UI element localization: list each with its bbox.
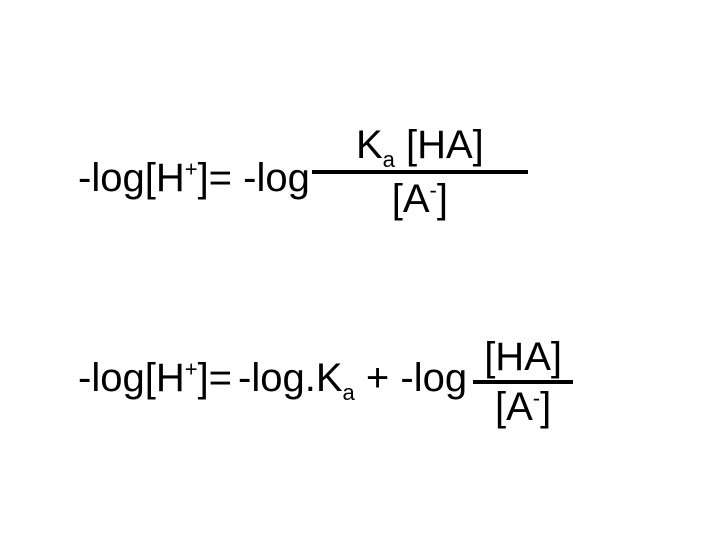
eq2-lhs-post: ]= bbox=[198, 356, 232, 400]
equation-2: -log[H+]= -log.Ka + -log [HA] [A-] bbox=[78, 330, 573, 426]
eq1-den-post: ] bbox=[437, 177, 448, 221]
eq1-denominator: [A-] bbox=[388, 174, 452, 224]
eq2-fraction: [HA] [A-] bbox=[473, 334, 573, 430]
eq2-den-pre: [A bbox=[495, 385, 533, 429]
eq1-num-post: [HA] bbox=[395, 123, 484, 167]
eq1-numerator: Ka [HA] bbox=[352, 120, 488, 170]
eq1-fraction: Ka [HA] [A-] bbox=[312, 120, 528, 224]
equation-slide: -log[H+]= -log Ka [HA] [A-] -log[H+]= -l… bbox=[0, 0, 720, 540]
equation-1: -log[H+]= -log Ka [HA] [A-] bbox=[78, 112, 528, 216]
eq1-lhs-sup: + bbox=[185, 157, 198, 182]
eq1-den-sup: - bbox=[430, 178, 437, 203]
eq2-den-post: ] bbox=[540, 385, 551, 429]
eq2-den-sup: - bbox=[533, 386, 540, 411]
eq1-lhs: -log[H+]= -log bbox=[78, 158, 310, 198]
eq2-lhs-pre: -log[H bbox=[78, 356, 185, 400]
eq1-den-pre: [A bbox=[392, 177, 430, 221]
eq1-num-pre: K bbox=[356, 123, 383, 167]
eq2-mid-sub: a bbox=[343, 380, 355, 405]
eq2-numerator: [HA] bbox=[480, 334, 566, 380]
eq1-num-sub: a bbox=[383, 147, 395, 172]
eq1-lhs-pre: -log[H bbox=[78, 156, 185, 200]
eq2-lhs-sup: + bbox=[185, 357, 198, 382]
eq2-mid: -log.Ka + -log bbox=[238, 358, 467, 398]
eq2-mid-post: + -log bbox=[355, 356, 467, 400]
eq2-mid-pre: -log.K bbox=[238, 356, 343, 400]
eq2-denominator: [A-] bbox=[491, 384, 555, 430]
eq1-log: -log bbox=[243, 156, 310, 200]
eq2-lhs: -log[H+]= bbox=[78, 358, 232, 398]
eq1-lhs-post: ]= bbox=[198, 156, 232, 200]
